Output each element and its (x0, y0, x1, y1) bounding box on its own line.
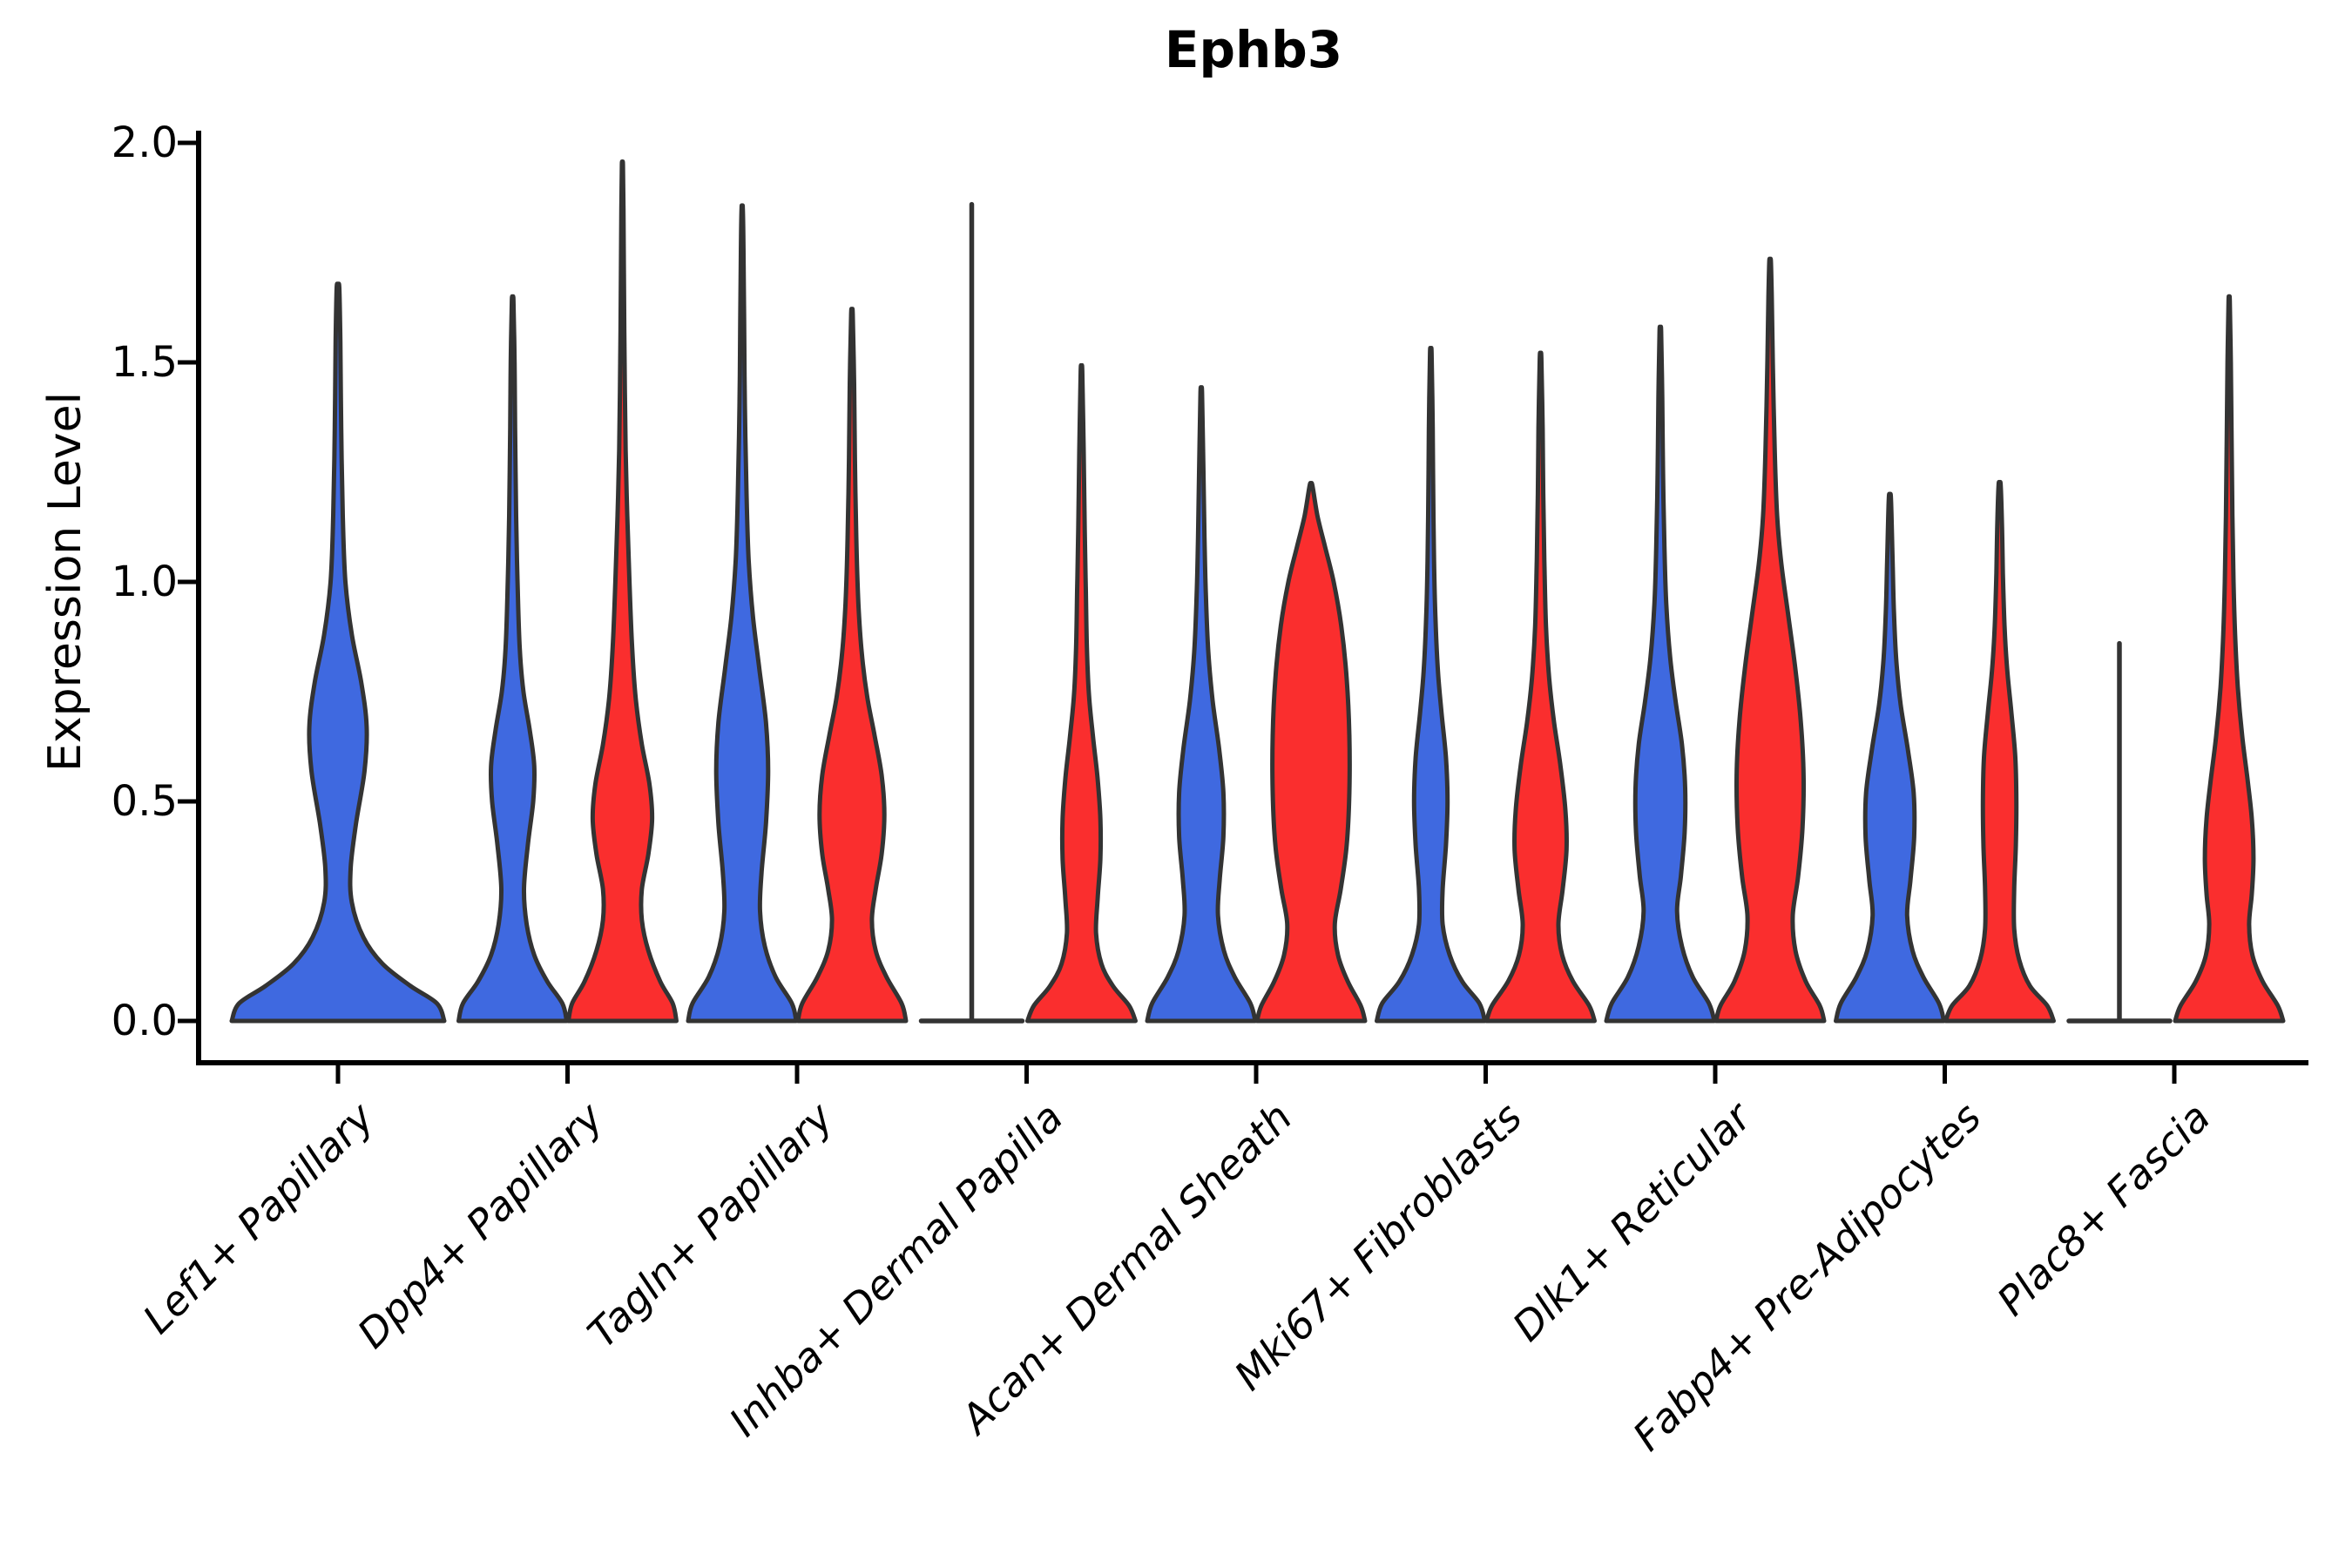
y-tick-label-2.0: 2.0 (111, 118, 178, 167)
violin-inhba-dermal-papilla-blue (918, 201, 1025, 1024)
violin-dpp4-papillary-blue (456, 294, 569, 1024)
violin-lef1-papillary-blue (229, 281, 447, 1024)
violin-mki67-fibroblasts-blue (1375, 346, 1487, 1024)
violin-mki67-fibroblasts-red (1484, 350, 1597, 1024)
y-tick-label-0.0: 0.0 (111, 997, 178, 1045)
y-tick-label-0.5: 0.5 (111, 777, 178, 826)
y-tick-label-1.0: 1.0 (111, 558, 178, 606)
violin-dlk1-reticular-red (1713, 256, 1827, 1024)
violin-acan-dermal-sheath-red (1254, 481, 1368, 1024)
violin-fabp4-pre-adipocytes-red (1943, 479, 2056, 1024)
y-tick-label-1.5: 1.5 (111, 338, 178, 387)
violin-tagln-papillary-blue (686, 203, 799, 1024)
violin-acan-dermal-sheath-blue (1145, 385, 1258, 1024)
chart-title: Ephb3 (1164, 20, 1343, 79)
violin-dpp4-papillary-red (566, 159, 679, 1024)
violin-plac8-fascia-red (2173, 294, 2286, 1024)
violin-plac8-fascia-blue (2066, 640, 2173, 1024)
violin-fabp4-pre-adipocytes-blue (1834, 491, 1946, 1024)
violin-dlk1-reticular-blue (1604, 324, 1717, 1024)
violin-tagln-papillary-red (795, 307, 909, 1024)
violin-inhba-dermal-papilla-red (1025, 362, 1138, 1024)
